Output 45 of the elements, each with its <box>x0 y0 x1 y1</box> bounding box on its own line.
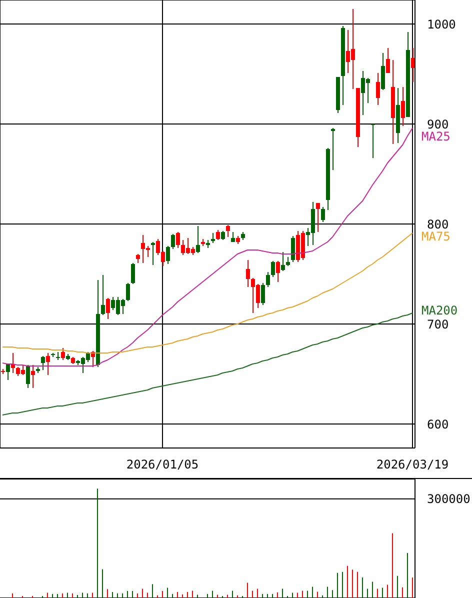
candlestick <box>226 224 230 238</box>
y-tick-label: 800 <box>427 217 449 232</box>
y-tick-label: 900 <box>427 117 449 132</box>
candlestick <box>46 352 50 376</box>
x-tick-label: 2026/03/19 <box>376 458 449 472</box>
candlestick <box>216 230 220 240</box>
candlestick <box>386 48 390 74</box>
candlestick <box>151 242 155 266</box>
candlestick <box>101 274 105 316</box>
candlestick <box>246 260 250 288</box>
candlestick <box>291 236 295 262</box>
candlestick <box>401 86 405 126</box>
candlestick <box>126 282 130 302</box>
candlestick <box>31 364 35 388</box>
candlestick <box>266 272 270 288</box>
candlestick <box>281 252 285 272</box>
series-label: MA25 <box>422 129 450 144</box>
candlestick <box>371 124 375 158</box>
candlestick <box>331 128 335 170</box>
y-tick-label: 600 <box>427 417 449 432</box>
candlestick <box>176 232 180 248</box>
candlestick <box>271 260 275 278</box>
candlestick <box>276 260 280 282</box>
candlestick <box>61 348 65 360</box>
candlestick <box>166 246 170 264</box>
series-label: MA75 <box>422 229 450 244</box>
candlestick <box>196 226 200 254</box>
candlestick <box>171 234 175 250</box>
candlestick <box>131 262 135 284</box>
x-tick-label: 2026/01/05 <box>126 458 199 472</box>
candlestick <box>41 356 45 370</box>
candlestick <box>376 72 380 106</box>
series-label: MA200 <box>422 303 458 318</box>
y-tick-label: 700 <box>427 317 449 332</box>
candlestick <box>26 364 30 388</box>
line-series <box>2 312 413 416</box>
candlestick <box>316 202 320 232</box>
candlestick <box>106 298 110 320</box>
candlestick <box>211 232 215 244</box>
candlestick <box>321 206 325 222</box>
candlestick <box>6 364 10 380</box>
y-tick-label: 300000 <box>427 492 470 506</box>
candlestick <box>261 282 265 306</box>
y-tick-label: 1000 <box>427 17 456 32</box>
candlestick <box>381 52 385 90</box>
